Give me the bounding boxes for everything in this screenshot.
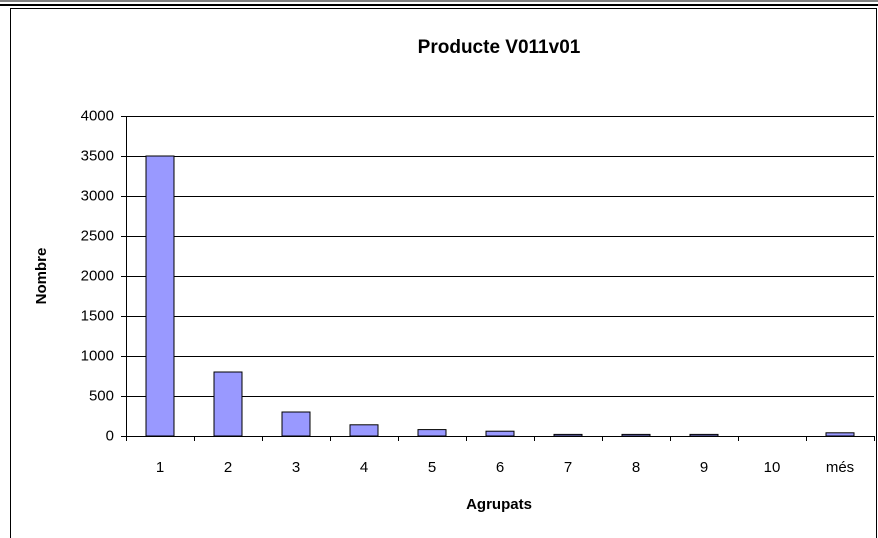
y-tick-label: 3000	[81, 187, 114, 204]
bar	[417, 429, 447, 437]
x-tick-label: 3	[292, 459, 300, 476]
y-tick-label: 4000	[81, 107, 114, 124]
x-tick-label: més	[826, 459, 854, 476]
x-tick-label: 10	[764, 459, 781, 476]
y-tick-label: 0	[106, 427, 114, 444]
x-tick-label: 2	[224, 459, 232, 476]
bar	[825, 432, 855, 437]
x-tick-label: 5	[428, 459, 436, 476]
y-tick-label: 3500	[81, 147, 114, 164]
x-tick-label: 9	[700, 459, 708, 476]
y-tick-label: 1500	[81, 307, 114, 324]
x-tick-label: 6	[496, 459, 504, 476]
y-tick-label: 2000	[81, 267, 114, 284]
bar	[553, 433, 583, 437]
bar	[485, 430, 515, 437]
bar	[689, 433, 719, 437]
y-tick-label: 2500	[81, 227, 114, 244]
chart-title: Producte V011v01	[418, 37, 581, 58]
bar	[281, 411, 311, 437]
x-tick-label: 8	[632, 459, 640, 476]
y-tick-label: 500	[89, 387, 114, 404]
x-tick-label: 7	[564, 459, 572, 476]
bar	[213, 371, 243, 437]
x-tick-label: 4	[360, 459, 368, 476]
bar	[145, 155, 175, 437]
x-tick-label: 1	[156, 459, 164, 476]
chart-border	[10, 8, 877, 538]
x-axis-label: Agrupats	[466, 496, 532, 513]
bar	[621, 433, 651, 437]
y-axis-label: Nombre	[33, 248, 50, 305]
y-tick-label: 1000	[81, 347, 114, 364]
bar	[349, 424, 379, 437]
